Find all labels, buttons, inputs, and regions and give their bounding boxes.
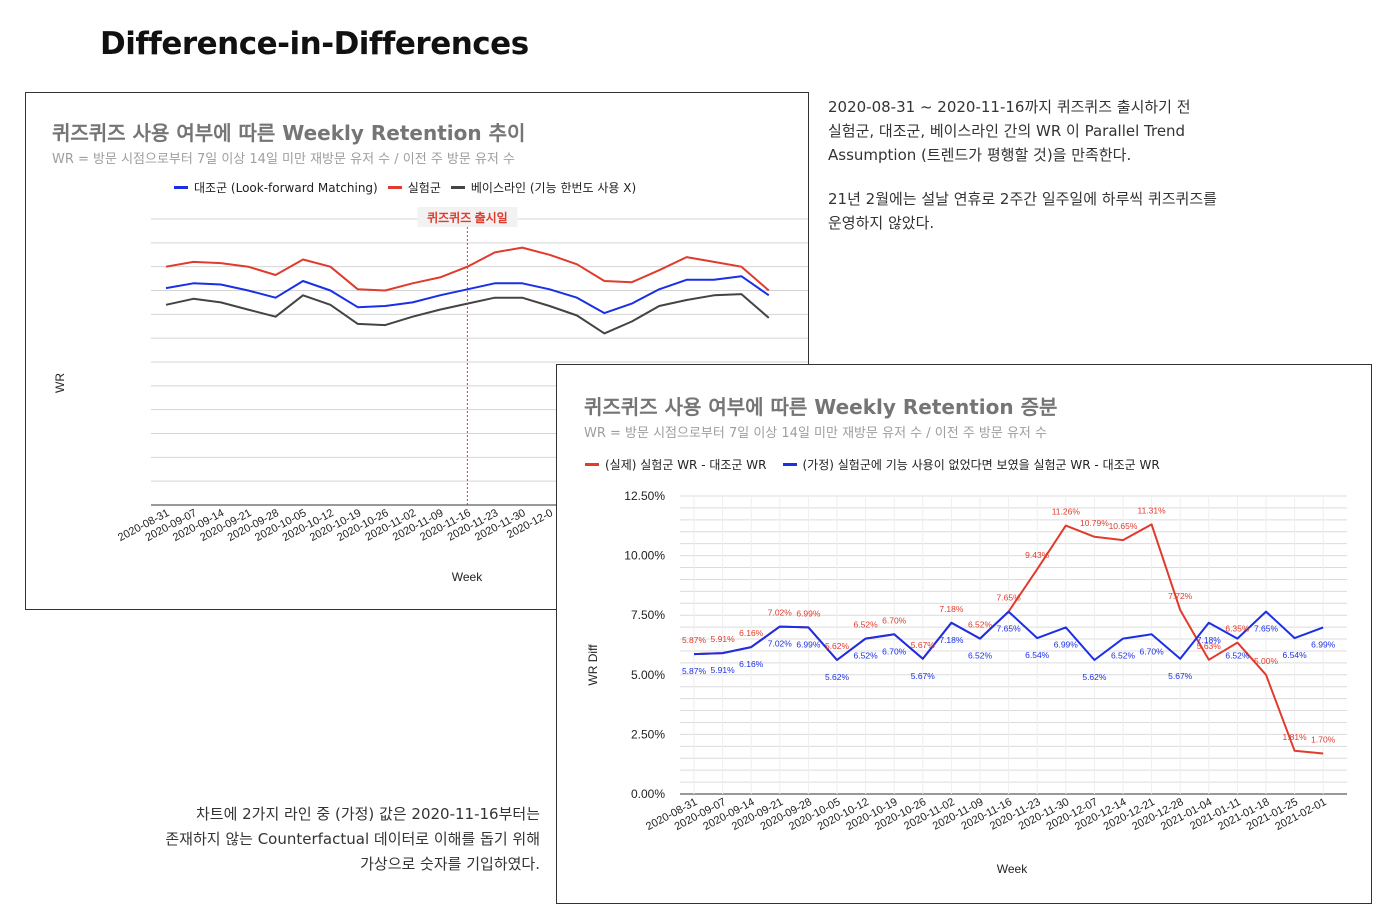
y-axis-label: WR bbox=[53, 373, 67, 393]
data-label: 6.35% bbox=[1225, 624, 1250, 634]
data-label: 6.52% bbox=[968, 620, 993, 630]
description-line: 운영하지 않았다. bbox=[828, 211, 1217, 235]
data-label: 5.67% bbox=[911, 640, 936, 650]
data-label: 9.43% bbox=[1025, 550, 1050, 560]
data-label: 6.52% bbox=[1111, 651, 1136, 661]
data-label: 7.65% bbox=[1254, 624, 1279, 634]
data-label: 5.91% bbox=[711, 634, 736, 644]
y-tick-label: 10.00% bbox=[624, 549, 665, 563]
page-title: Difference-in-Differences bbox=[100, 26, 529, 62]
data-label: 10.65% bbox=[1109, 521, 1138, 531]
data-label: 5.87% bbox=[682, 635, 707, 645]
description-spacer bbox=[828, 167, 1217, 187]
y-axis-label: WR Diff bbox=[586, 644, 600, 686]
description-line: Assumption (트렌드가 평행할 것)을 만족한다. bbox=[828, 143, 1217, 167]
description-line: 21년 2월에는 설날 연휴로 2주간 일주일에 하루씩 퀴즈퀴즈를 bbox=[828, 187, 1217, 211]
data-label: 7.18% bbox=[939, 635, 964, 645]
data-label: 7.65% bbox=[997, 624, 1022, 634]
description-line: 실험군, 대조군, 베이스라인 간의 WR 이 Parallel Trend bbox=[828, 119, 1217, 143]
data-label: 6.52% bbox=[854, 620, 879, 630]
chart-panel-wr-diff: 퀴즈퀴즈 사용 여부에 따른 Weekly Retention 증분 WR = … bbox=[556, 364, 1372, 904]
data-label: 6.16% bbox=[739, 659, 764, 669]
y-tick-label: 2.50% bbox=[631, 727, 665, 741]
note-line: 차트에 2가지 라인 중 (가정) 값은 2020-11-16부터는 bbox=[80, 802, 540, 827]
note-line: 존재하지 않는 Counterfactual 데이터로 이해를 돕기 위해 bbox=[80, 827, 540, 852]
data-label: 5.91% bbox=[711, 665, 736, 675]
data-label: 5.87% bbox=[682, 666, 707, 676]
data-label: 6.99% bbox=[796, 608, 821, 618]
data-label: 10.79% bbox=[1080, 518, 1109, 528]
data-label: 7.02% bbox=[768, 639, 793, 649]
data-label: 5.67% bbox=[911, 671, 936, 681]
data-label: 7.02% bbox=[768, 608, 793, 618]
data-label: 6.99% bbox=[796, 639, 821, 649]
data-label: 6.54% bbox=[1283, 650, 1308, 660]
data-label: 7.18% bbox=[939, 604, 964, 614]
data-label: 6.52% bbox=[968, 651, 993, 661]
data-label: 6.70% bbox=[1140, 646, 1165, 656]
data-label: 11.31% bbox=[1137, 505, 1166, 515]
data-label: 6.54% bbox=[1025, 650, 1050, 660]
data-label: 5.62% bbox=[825, 641, 850, 651]
y-tick-label: 0.00% bbox=[631, 787, 665, 801]
data-label: 6.16% bbox=[739, 628, 764, 638]
data-label: 1.81% bbox=[1283, 732, 1308, 742]
data-label: 6.70% bbox=[882, 615, 907, 625]
data-label: 7.72% bbox=[1168, 591, 1193, 601]
data-label: 7.65% bbox=[997, 593, 1022, 603]
wr-diff-chart: 0.00% 2.50% 5.00% 7.50% 10.00% 12.50% WR Diff W… bbox=[557, 365, 1371, 903]
y-tick-label: 12.50% bbox=[624, 489, 665, 503]
data-label: 6.52% bbox=[854, 651, 879, 661]
data-label: 5.62% bbox=[825, 672, 850, 682]
description-text: 2020-08-31 ~ 2020-11-16까지 퀴즈퀴즈 출시하기 전 실험… bbox=[828, 95, 1217, 235]
x-axis-label: Week bbox=[997, 862, 1028, 876]
data-label: 7.18% bbox=[1197, 635, 1222, 645]
note-line: 가상으로 숫자를 기입하였다. bbox=[80, 852, 540, 877]
data-label: 5.62% bbox=[1082, 672, 1107, 682]
data-label: 6.99% bbox=[1311, 639, 1336, 649]
data-label: 5.00% bbox=[1254, 656, 1279, 666]
x-axis-label: Week bbox=[452, 570, 483, 584]
data-label: 5.67% bbox=[1168, 671, 1193, 681]
data-label: 6.70% bbox=[882, 646, 907, 656]
launch-date-label: 퀴즈퀴즈 출시일 bbox=[427, 210, 508, 225]
data-label: 6.52% bbox=[1225, 651, 1250, 661]
data-label: 11.26% bbox=[1052, 507, 1081, 517]
note-text: 차트에 2가지 라인 중 (가정) 값은 2020-11-16부터는 존재하지 … bbox=[80, 802, 540, 877]
y-tick-label: 5.00% bbox=[631, 668, 665, 682]
data-label: 6.99% bbox=[1054, 639, 1079, 649]
y-tick-label: 7.50% bbox=[631, 608, 665, 622]
description-line: 2020-08-31 ~ 2020-11-16까지 퀴즈퀴즈 출시하기 전 bbox=[828, 95, 1217, 119]
data-label: 1.70% bbox=[1311, 734, 1336, 744]
